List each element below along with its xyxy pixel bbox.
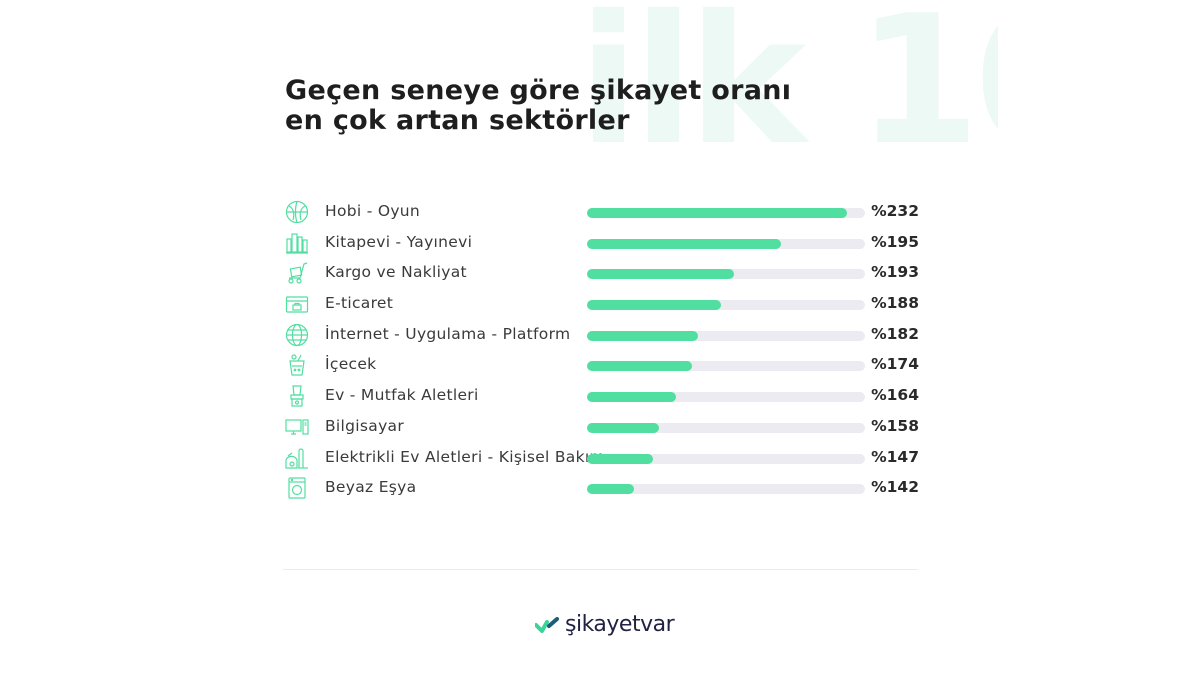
footer-divider bbox=[283, 569, 918, 570]
drink-icon bbox=[289, 354, 305, 377]
bar-track bbox=[587, 238, 865, 249]
list-item: Elektrikli Ev Aletleri - Kişisel Bakım %… bbox=[285, 443, 925, 474]
bar-fill bbox=[587, 422, 659, 433]
sector-label: İçecek bbox=[325, 355, 377, 374]
list-item: Kitapevi - Yayınevi %195 bbox=[285, 228, 925, 259]
sector-label: Kargo ve Nakliyat bbox=[325, 263, 467, 282]
sector-list: Hobi - Oyun %232 Kitapevi - Yayınevi %19… bbox=[285, 197, 925, 504]
bar-fill bbox=[587, 269, 734, 280]
hand-truck-icon bbox=[288, 262, 308, 284]
bar-fill bbox=[587, 300, 721, 311]
value-label: %158 bbox=[871, 416, 919, 435]
washing-machine-icon bbox=[288, 477, 306, 499]
bar-track bbox=[587, 300, 865, 311]
list-item: Kargo ve Nakliyat %193 bbox=[285, 258, 925, 289]
bar-fill bbox=[587, 484, 634, 495]
sector-label: Bilgisayar bbox=[325, 416, 405, 435]
bar-track bbox=[587, 208, 865, 218]
list-item: Bilgisayar %158 bbox=[285, 412, 925, 443]
value-label: %195 bbox=[871, 232, 919, 251]
computer-icon bbox=[285, 419, 309, 435]
sector-label: Kitapevi - Yayınevi bbox=[325, 232, 473, 251]
value-label: %188 bbox=[871, 294, 919, 313]
globe-icon bbox=[285, 323, 309, 346]
value-label: %164 bbox=[871, 386, 919, 405]
sector-label: Hobi - Oyun bbox=[325, 202, 421, 220]
list-item: İnternet - Uygulama - Platform %182 bbox=[285, 320, 925, 351]
value-label: %174 bbox=[871, 355, 919, 374]
bar-fill bbox=[587, 208, 847, 218]
list-item: E-ticaret %188 bbox=[285, 289, 925, 320]
list-item: Ev - Mutfak Aletleri %164 bbox=[285, 381, 925, 412]
value-label: %182 bbox=[871, 324, 919, 343]
browser-bag-icon bbox=[285, 296, 309, 313]
value-label: %193 bbox=[871, 263, 919, 282]
list-item: Beyaz Eşya %142 bbox=[285, 473, 925, 504]
bar-fill bbox=[587, 392, 676, 403]
bar-fill bbox=[587, 453, 653, 464]
blender-icon bbox=[290, 385, 304, 407]
sector-label: Beyaz Eşya bbox=[325, 478, 417, 497]
page-title: Geçen seneye göre şikayet oranı en çok a… bbox=[285, 76, 791, 136]
title-line-1: Geçen seneye göre şikayet oranı bbox=[285, 75, 792, 106]
background-watermark: ilk 10 bbox=[578, 0, 998, 170]
sector-label: İnternet - Uygulama - Platform bbox=[325, 324, 571, 343]
checkmark-logo-icon bbox=[535, 616, 559, 633]
bar-track bbox=[587, 484, 865, 495]
value-label: %232 bbox=[871, 202, 919, 220]
logo-text: şikayetvar bbox=[565, 612, 675, 637]
value-label: %147 bbox=[871, 447, 919, 466]
bar-track bbox=[587, 392, 865, 403]
basketball-icon bbox=[285, 200, 309, 224]
bar-track bbox=[587, 269, 865, 280]
bar-fill bbox=[587, 330, 698, 341]
bar-fill bbox=[587, 238, 781, 249]
bar-track bbox=[587, 422, 865, 433]
books-icon bbox=[286, 233, 308, 254]
list-item: Hobi - Oyun %232 bbox=[285, 197, 925, 228]
title-line-2: en çok artan sektörler bbox=[285, 105, 630, 136]
bar-track bbox=[587, 361, 865, 372]
bar-track bbox=[587, 453, 865, 464]
brand-logo: şikayetvar bbox=[535, 612, 675, 637]
value-label: %142 bbox=[871, 478, 919, 497]
bar-fill bbox=[587, 361, 692, 372]
vacuum-icon bbox=[285, 447, 308, 469]
sector-label: Ev - Mutfak Aletleri bbox=[325, 386, 479, 405]
sector-label: Elektrikli Ev Aletleri - Kişisel Bakım bbox=[325, 447, 605, 466]
sector-label: E-ticaret bbox=[325, 294, 394, 313]
list-item: İçecek %174 bbox=[285, 350, 925, 381]
bar-track bbox=[587, 330, 865, 341]
